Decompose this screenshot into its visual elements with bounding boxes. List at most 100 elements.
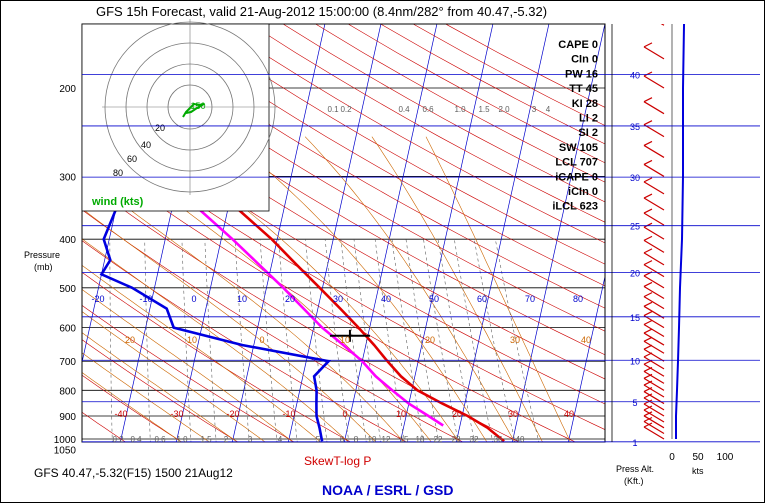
wind-barb xyxy=(643,356,665,370)
wind-barb-flag xyxy=(643,292,653,298)
wind-barb-flag xyxy=(643,159,653,165)
wind-barb-flag xyxy=(643,281,653,288)
mixing-ratio-line xyxy=(259,239,278,442)
wind-barb xyxy=(643,397,665,411)
isotherm-label-upper: 0 xyxy=(191,294,196,304)
mixing-ratio-label-upper: 0.6 xyxy=(422,105,434,114)
mixing-ratio-label-upper: 1.0 xyxy=(454,105,466,114)
wind-barb-flag xyxy=(643,260,653,266)
isotherm-label-lower: -30 xyxy=(170,409,183,419)
pressure-tick-label: 200 xyxy=(59,84,76,95)
moist-adiabat xyxy=(82,288,294,442)
isotherm-label-lower: 10 xyxy=(396,409,406,419)
isotherm-label-upper: 50 xyxy=(429,294,439,304)
moist-adiabat xyxy=(82,332,238,442)
wind-barb-flag xyxy=(643,97,653,103)
mixing-ratio-line xyxy=(234,239,250,442)
mixing-ratio-label: 10 xyxy=(368,435,377,444)
wind-barb-flag xyxy=(643,416,653,423)
pressure-tick-label: 1050 xyxy=(54,446,77,457)
wind-barb-flag xyxy=(643,140,653,146)
index-ki: KI 28 xyxy=(572,98,598,110)
moist-adiabat-label: 20 xyxy=(425,335,435,345)
isotherm-label-upper: 10 xyxy=(237,294,247,304)
dry-adiabat xyxy=(185,24,605,265)
dry-adiabat xyxy=(82,339,239,442)
dry-adiabat xyxy=(120,24,605,309)
dry-adiabat xyxy=(347,24,605,164)
isotherm-label-lower: -20 xyxy=(226,409,239,419)
wind-barb xyxy=(643,377,665,391)
dry-adiabat xyxy=(82,209,464,442)
index-icin: iCIn 0 xyxy=(568,186,598,198)
dry-adiabat xyxy=(87,24,605,332)
wind-axis-label: 100 xyxy=(717,452,734,463)
index-li: LI 2 xyxy=(579,113,598,125)
moist-adiabat xyxy=(82,238,349,442)
isotherm-line xyxy=(511,24,605,442)
isotherm-line xyxy=(343,24,438,442)
wind-barb xyxy=(660,24,665,26)
moist-adiabat xyxy=(82,352,210,442)
mixing-ratio-label: 32 xyxy=(470,435,479,444)
wind-barb xyxy=(643,323,665,338)
height-label: 35 xyxy=(630,122,640,132)
moist-adiabat-label: 10 xyxy=(340,335,350,345)
dry-adiabat xyxy=(82,411,126,442)
wind-barb xyxy=(643,239,665,253)
wind-barb-flag xyxy=(643,387,653,393)
pressure-tick-label: 800 xyxy=(59,386,76,397)
wind-barb-flag xyxy=(643,248,653,254)
mixing-ratio-label: 28 xyxy=(452,435,461,444)
mixing-ratio-label: 2 xyxy=(224,435,229,444)
mixing-ratio-line xyxy=(109,239,113,442)
index-ilcl: iLCL 623 xyxy=(552,201,598,213)
isotherm-line xyxy=(455,24,550,442)
moist-adiabat xyxy=(82,311,266,442)
wind-barb xyxy=(643,101,665,115)
pressure-tick-label: 900 xyxy=(59,412,76,423)
wind-barb xyxy=(643,75,665,89)
moist-adiabat-label: 40 xyxy=(581,335,591,345)
isotherm-line xyxy=(399,24,494,442)
chart-title: GFS 15h Forecast, valid 21-Aug-2012 15:0… xyxy=(96,4,548,19)
wind-barb-flag xyxy=(643,422,653,428)
mixing-ratio-line xyxy=(181,239,192,442)
pressure-tick-label: 500 xyxy=(59,284,76,295)
isotherm-label-lower: -10 xyxy=(282,409,295,419)
wind-axis-label: 50 xyxy=(692,452,704,463)
hodograph-trace xyxy=(182,102,205,118)
mixing-ratio-label: 36 xyxy=(494,435,503,444)
isotherm-label-lower: 30 xyxy=(508,409,518,419)
dry-adiabat xyxy=(412,24,605,126)
isotherm-line xyxy=(231,24,326,442)
mixing-ratio-label: 5 xyxy=(316,435,321,444)
isotherm-label-upper: -10 xyxy=(139,294,152,304)
isotherm-label-lower: -40 xyxy=(114,409,127,419)
index-lcl: LCL 707 xyxy=(555,157,598,169)
diagram-type-label: SkewT-log P xyxy=(304,454,372,468)
wind-barb-flag xyxy=(643,311,653,317)
index-icape: iCAPE 0 xyxy=(555,171,598,183)
wind-barb xyxy=(643,163,665,177)
wind-barb-flag xyxy=(643,328,653,334)
wind-barb xyxy=(643,403,665,417)
hodograph-ring-label: 80 xyxy=(113,168,123,178)
wind-barb-flag xyxy=(643,301,653,307)
wind-barb-flag xyxy=(643,193,653,199)
wet_bulb-profile xyxy=(82,103,444,427)
mixing-ratio-line xyxy=(353,239,382,442)
mixing-ratio-label: 0.6 xyxy=(154,435,166,444)
dry-adiabat xyxy=(217,24,605,244)
isotherm-label-upper: 30 xyxy=(333,294,343,304)
hodograph-panel xyxy=(81,23,270,212)
moist-adiabat xyxy=(82,208,377,442)
height-label: 20 xyxy=(630,268,640,278)
pressure-tick-label: 300 xyxy=(59,172,76,183)
station-footer: GFS 40.47,-5.32(F15) 1500 21Aug12 xyxy=(34,466,233,480)
mixing-ratio-label: 40 xyxy=(516,435,525,444)
wind-speed-profile xyxy=(675,24,686,439)
wind-axis-label: 0 xyxy=(669,452,675,463)
